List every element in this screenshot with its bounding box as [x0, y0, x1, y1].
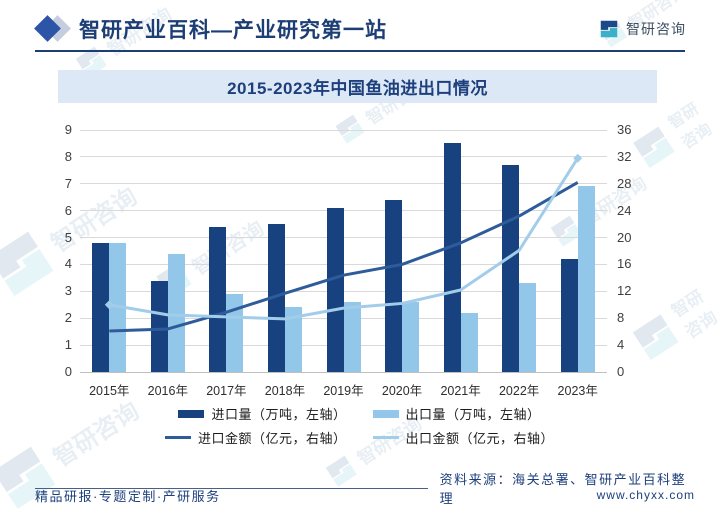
bar: [326, 207, 344, 372]
bar: [443, 143, 461, 372]
left-axis-tick-label: 7: [64, 175, 72, 191]
left-axis-tick-label: 4: [64, 256, 72, 272]
legend-label: 进口量（万吨，左轴）: [211, 407, 347, 422]
left-axis-tick-label: 8: [64, 148, 72, 164]
bar: [284, 307, 302, 372]
legend-item-export-volume: 出口量（万吨，左轴）: [372, 404, 541, 423]
bar: [343, 302, 361, 372]
legend-line-swatch: [372, 436, 399, 439]
footer-divider: [35, 487, 428, 489]
x-axis-label: 2023年: [557, 384, 598, 398]
legend-line-swatch: [164, 436, 191, 439]
right-axis-tick-label: 36: [617, 122, 632, 137]
brand-logo-icon: [600, 20, 618, 38]
right-axis-tick-label: 12: [617, 283, 632, 299]
plot-area: 0 1 2 3 4 5 6 7 8 9 0 4 8 12 16 20 24 28 32 36 2015年 2016年 201…: [65, 122, 632, 398]
legend-label: 出口量（万吨，左轴）: [405, 407, 541, 422]
right-axis-tick-label: 8: [617, 310, 625, 326]
legend-row: 进口金额（亿元，右轴） 出口金额（亿元，右轴）: [164, 428, 555, 447]
left-axis-tick-label: 5: [64, 229, 72, 245]
legend-bar-swatch: [372, 409, 399, 418]
right-axis-tick-label: 0: [617, 364, 625, 379]
right-axis-tick-label: 28: [617, 175, 632, 191]
line-end-marker: [104, 300, 114, 310]
bar: [402, 302, 420, 372]
left-axis-tick-label: 3: [64, 283, 72, 299]
legend-label: 出口金额（亿元，右轴）: [405, 431, 555, 446]
bar: [577, 186, 595, 372]
x-axis-label: 2018年: [264, 384, 306, 398]
bar: [150, 280, 168, 372]
diamond-icon: [34, 14, 71, 44]
line-series-layer: [104, 153, 583, 333]
left-axis-tick-label: 1: [64, 337, 72, 353]
legend-item-export-value: 出口金额（亿元，右轴）: [372, 428, 555, 447]
bar: [267, 224, 285, 372]
right-axis-tick-label: 20: [617, 229, 632, 245]
bar: [209, 226, 227, 372]
x-axis-label: 2021年: [440, 384, 481, 398]
grid-line: [80, 290, 607, 292]
brand-name: 智研咨询: [626, 21, 686, 37]
bar: [92, 242, 110, 372]
site-title: 智研产业百科—产业研究第一站: [79, 19, 387, 42]
line-series: [109, 181, 579, 333]
legend-row: 进口量（万吨，左轴） 出口量（万吨，左轴）: [178, 404, 540, 423]
website-url: www.chyxx.com: [596, 488, 695, 502]
grid-line: [80, 210, 607, 212]
source-row: 资料来源：海关总署、智研产业百科整理: [35, 469, 697, 507]
legend-label: 进口金额（亿元，右轴）: [197, 431, 347, 446]
grid-line: [80, 129, 607, 131]
brand-block: 智研咨询: [598, 18, 686, 40]
x-axis-label: 2020年: [381, 384, 423, 398]
data-source: 资料来源：海关总署、智研产业百科整理: [439, 472, 687, 506]
bar: [519, 283, 537, 372]
bar: [560, 259, 578, 372]
right-axis-tick-label: 4: [617, 337, 625, 353]
bar: [385, 199, 403, 372]
left-axis-tick-label: 6: [64, 202, 72, 218]
grid-line: [80, 156, 607, 158]
grid-line: [80, 263, 607, 265]
bar: [167, 253, 185, 372]
grid-line: [80, 183, 607, 185]
x-axis-label: 2022年: [498, 384, 540, 398]
left-axis-tick-label: 2: [64, 310, 72, 326]
watermark-text: 智研咨询: [668, 286, 719, 343]
header-divider: [35, 50, 685, 52]
x-axis-label: 2016年: [147, 384, 188, 398]
bar: [460, 312, 478, 372]
chart-legend: 进口量（万吨，左轴） 出口量（万吨，左轴） 进口金额（亿元，右轴） 出口金额（亿…: [0, 404, 719, 447]
right-axis-tick-label: 24: [617, 202, 632, 218]
legend-item-import-volume: 进口量（万吨，左轴）: [178, 404, 346, 423]
right-axis-tick-label: 16: [617, 256, 632, 272]
right-axis-tick-label: 32: [617, 148, 632, 164]
page-header: 智研产业百科—产业研究第一站 智研咨询: [34, 12, 686, 46]
grid-line: [80, 237, 607, 239]
line-series: [109, 157, 579, 321]
bar: [226, 294, 244, 372]
legend-bar-swatch: [178, 409, 205, 418]
x-axis-label: 2019年: [323, 384, 364, 398]
left-axis-tick-label: 9: [64, 122, 72, 137]
legend-item-import-value: 进口金额（亿元，右轴）: [164, 428, 347, 447]
services-tagline: 精品研报·专题定制·产研服务: [35, 489, 221, 504]
watermark-text: 智研咨询: [665, 100, 716, 153]
left-axis-tick-label: 0: [64, 364, 72, 379]
x-axis-label: 2017年: [206, 384, 247, 398]
chart-title: 2015-2023年中国鱼油进出口情况: [58, 70, 657, 103]
x-axis-label: 2015年: [89, 384, 130, 398]
grid-line: [80, 371, 607, 373]
line-end-marker: [573, 153, 583, 163]
